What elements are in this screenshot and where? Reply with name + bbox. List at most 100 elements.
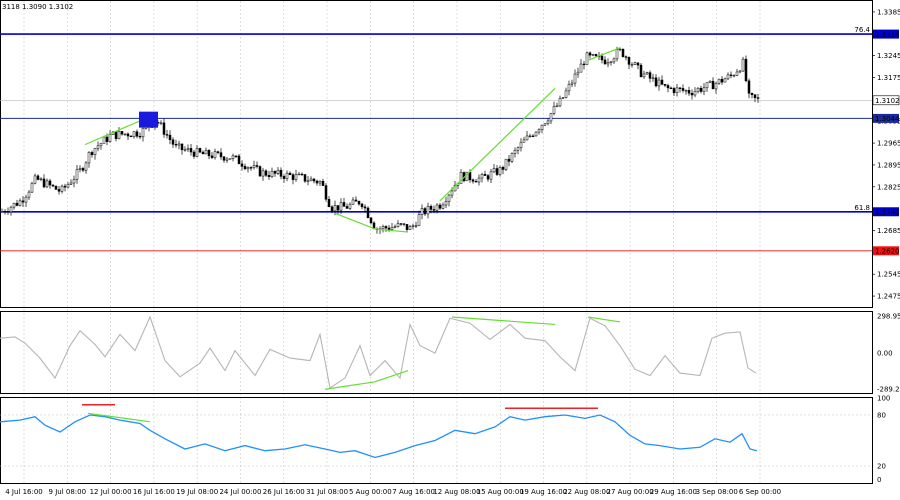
candle-body [411,225,415,227]
candle-body [192,151,196,157]
rsi-tick-label: 0 [877,476,881,484]
candle-body [693,90,697,96]
level-lines: 76.4 61.8 [0,26,872,252]
candle-body [222,156,226,161]
candle-body [57,189,61,192]
candle-body [450,190,454,196]
candle-body [477,177,481,183]
candle-body [96,145,100,149]
candle-body [522,139,526,143]
candle-body [357,200,361,205]
candle-body [639,64,643,78]
candle-body [168,134,172,140]
oscillator-tick-label: 0.00 [877,350,893,358]
candle-body [261,170,265,177]
candle-body [750,92,754,95]
candle-body [678,87,682,89]
level-price-box [873,246,899,256]
candle-body [216,151,220,153]
candle-body [282,176,286,179]
candle-body [63,185,67,188]
level-price-box [873,207,899,217]
rsi-line [0,414,758,459]
candle-body [294,174,298,180]
candle-body [348,203,352,209]
time-tick-label: 26 Jul 16:00 [263,488,305,496]
candle-body [588,52,592,56]
candle-body [735,71,739,76]
price-trendline [587,47,621,61]
oscillator-tick-label: 298.9583 [877,312,900,320]
candle-body [627,57,631,65]
candle-body [180,143,184,151]
candle-body [27,191,31,198]
candle-body [660,79,664,85]
candle-body [444,201,448,206]
candle-body [123,133,127,135]
candle-body [102,136,106,144]
candle-body [504,158,508,170]
candle-body [246,167,250,170]
candle-body [3,211,7,213]
price-tick-label: 1.3385 [877,8,900,16]
candle-body [453,185,457,192]
candle-body [279,169,283,177]
candle-body [426,205,430,215]
candle-body [612,58,616,63]
candle-body [420,208,424,215]
candle-body [603,59,607,65]
candle-body [555,105,559,107]
level-price-label: 1.3314 [875,31,900,39]
candle-body [291,174,295,180]
candle-body [723,78,727,83]
time-tick-label: 6 Sep 00:00 [739,488,781,496]
candle-body [714,82,718,90]
candle-body [708,80,712,83]
candle-body [60,185,64,192]
candle-body [183,149,187,151]
time-tick-label: 27 Aug 00:00 [607,488,654,496]
candle-body [33,175,37,184]
candle-body [675,87,679,94]
candle-body [45,180,49,188]
candle-body [447,194,451,202]
candle-body [318,180,322,184]
candle-body [666,85,670,89]
candle-body [474,181,478,183]
candle-body [606,62,610,65]
candle-body [177,143,181,146]
candle-body [42,178,46,188]
candle-body [330,206,334,212]
candle-body [288,172,292,175]
candle-body [165,134,169,136]
candle-body [405,224,409,230]
candle-body [72,179,76,184]
oscillator-tick-label: -289.236 [877,386,900,394]
time-tick-label: 29 Aug 16:00 [650,488,697,496]
candle-body [591,54,595,56]
time-tick-label: 4 Jul 16:00 [5,488,43,496]
candle-body [258,166,262,177]
rsi-pane: 100 80 20 0 [0,395,890,484]
candle-body [195,148,199,157]
candle-body [228,158,232,160]
candle-body [159,122,163,124]
time-axis: 4 Jul 16:00 9 Jul 08:00 12 Jul 00:00 16 Jul… [5,488,781,496]
candle-body [108,134,112,142]
time-tick-label: 3 Sep 08:00 [696,488,738,496]
candle-body [753,94,757,98]
oscillator-pane: 298.9583 0.00 -289.236 [0,311,900,394]
candle-body [336,205,340,211]
candle-body [648,72,652,79]
price-pane-border [0,0,873,308]
candle-body [492,168,496,173]
candle-body [744,58,748,82]
candle-body [573,73,577,84]
candle-body [327,199,331,207]
signal-marker-box [139,111,158,128]
price-tick-label: 1.2895 [877,161,900,169]
candle-body [132,131,136,137]
candle-body [396,223,400,227]
candle-body [78,168,82,170]
time-tick-label: 31 Jul 08:00 [306,488,348,496]
